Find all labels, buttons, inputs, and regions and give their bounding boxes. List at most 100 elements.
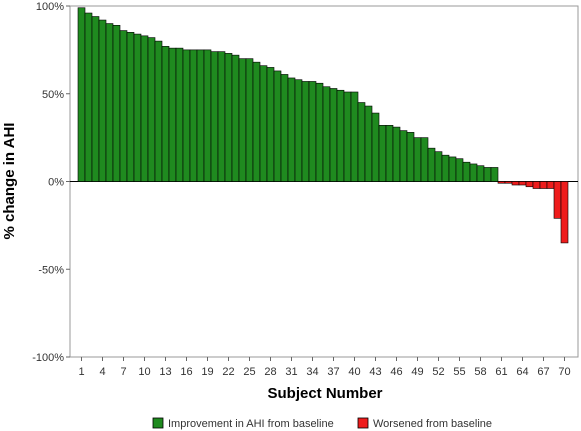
bar-improvement-44: [378, 125, 387, 182]
x-tick-label: 70: [558, 366, 570, 378]
bar-improvement-19: [203, 49, 212, 182]
legend: Improvement in AHI from baseline Worsene…: [152, 417, 492, 430]
bar-improvement-12: [154, 40, 163, 182]
x-tick-label: 22: [222, 366, 234, 378]
y-axis-title: % change in AHI: [1, 123, 18, 240]
x-tick-label: 61: [495, 366, 507, 378]
x-tick-label: 28: [264, 366, 276, 378]
bar-worsened-70: [560, 181, 569, 244]
y-tick-label: 100%: [36, 1, 64, 13]
bar-improvement-13: [161, 46, 170, 182]
bar-improvement-24: [238, 58, 247, 182]
bar-improvement-56: [462, 161, 471, 182]
x-tick-label: 64: [516, 366, 528, 378]
bar-improvement-22: [224, 53, 233, 182]
x-tick-label: 58: [474, 366, 486, 378]
bar-improvement-40: [350, 91, 359, 182]
x-tick-label: 19: [201, 366, 213, 378]
y-tick-label: -100%: [32, 352, 64, 364]
y-tick-label: 50%: [42, 89, 64, 101]
bar-improvement-51: [427, 147, 436, 182]
bar-worsened-62: [504, 181, 513, 184]
bar-improvement-11: [147, 37, 156, 182]
x-tick-label: 1: [78, 366, 84, 378]
x-tick-label: 13: [159, 366, 171, 378]
bar-improvement-37: [329, 88, 338, 182]
bar-improvement-18: [196, 49, 205, 182]
bar-improvement-53: [441, 154, 450, 182]
bar-improvement-60: [490, 167, 499, 182]
bar-improvement-45: [385, 125, 394, 182]
bar-improvement-42: [364, 105, 373, 182]
x-tick-label: 25: [243, 366, 255, 378]
x-tick-label: 34: [306, 366, 318, 378]
x-tick-label: 67: [537, 366, 549, 378]
bar-improvement-48: [406, 132, 415, 182]
bar-improvement-20: [210, 51, 219, 182]
bar-worsened-65: [525, 181, 534, 188]
bar-improvement-43: [371, 112, 380, 182]
bars-group: [77, 7, 569, 244]
bar-improvement-21: [217, 51, 226, 182]
x-tick-label: 46: [390, 366, 402, 378]
bar-improvement-38: [336, 89, 345, 182]
x-tick-label: 55: [453, 366, 465, 378]
bar-improvement-58: [476, 165, 485, 182]
bar-improvement-30: [280, 74, 289, 182]
bar-improvement-17: [189, 49, 198, 182]
bar-improvement-46: [392, 126, 401, 182]
bar-improvement-26: [252, 61, 261, 182]
bar-improvement-25: [245, 58, 254, 182]
bar-improvement-59: [483, 167, 492, 182]
bar-improvement-5: [105, 23, 114, 182]
bar-improvement-15: [175, 47, 184, 182]
bar-improvement-29: [273, 70, 282, 182]
y-tick-label: -50%: [38, 264, 64, 276]
x-tick-label: 7: [120, 366, 126, 378]
x-tick-label: 49: [411, 366, 423, 378]
x-axis-title: Subject Number: [267, 385, 382, 402]
bar-improvement-10: [140, 35, 149, 182]
bar-worsened-61: [497, 181, 506, 184]
bar-improvement-47: [399, 130, 408, 182]
bar-improvement-34: [308, 81, 317, 182]
bar-improvement-31: [287, 77, 296, 182]
bar-improvement-4: [98, 19, 107, 182]
bar-worsened-63: [511, 181, 520, 186]
bar-improvement-57: [469, 163, 478, 182]
bar-improvement-50: [420, 137, 429, 182]
bar-worsened-67: [539, 181, 548, 189]
x-tick-label: 52: [432, 366, 444, 378]
bar-improvement-3: [91, 16, 100, 182]
bar-improvement-39: [343, 91, 352, 182]
bar-improvement-28: [266, 67, 275, 182]
legend-swatch-improvement: [152, 417, 164, 429]
bar-improvement-16: [182, 49, 191, 182]
bar-improvement-6: [112, 25, 121, 182]
bar-improvement-33: [301, 81, 310, 182]
x-tick-label: 31: [285, 366, 297, 378]
bar-worsened-68: [546, 181, 555, 189]
x-tick-label: 10: [138, 366, 150, 378]
bar-improvement-27: [259, 65, 268, 182]
x-tick-label: 4: [99, 366, 105, 378]
y-tick-label: 0%: [48, 177, 64, 189]
x-tick-label: 40: [348, 366, 360, 378]
bar-improvement-8: [126, 32, 135, 182]
bar-worsened-69: [553, 181, 562, 219]
y-axis-ticks: 100% 50% 0% -50% -100%: [32, 1, 70, 364]
x-tick-label: 37: [327, 366, 339, 378]
x-axis-ticks: 1 4 7 10 13 16 19 22 25 28 31 34 37 40 43 46 49 52 55 58 61 6…: [78, 357, 571, 378]
legend-swatch-worsened: [357, 417, 369, 429]
bar-improvement-1: [77, 7, 86, 182]
bar-improvement-35: [315, 82, 324, 182]
legend-label-improvement: Improvement in AHI from baseline: [168, 418, 334, 430]
bar-improvement-32: [294, 79, 303, 182]
bar-worsened-66: [532, 181, 541, 189]
bar-improvement-49: [413, 137, 422, 182]
bar-improvement-54: [448, 156, 457, 182]
x-tick-label: 43: [369, 366, 381, 378]
bar-improvement-41: [357, 102, 366, 182]
bar-improvement-36: [322, 86, 331, 182]
